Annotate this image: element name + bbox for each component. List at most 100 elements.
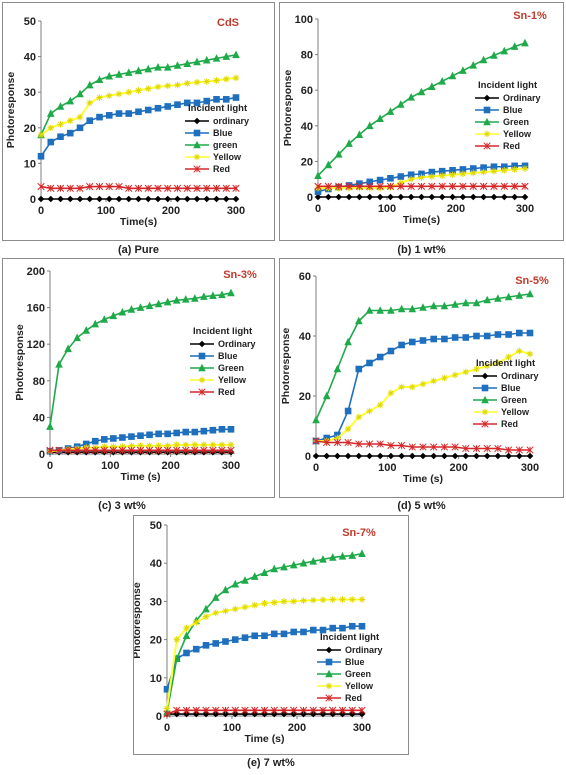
data-point [397, 173, 405, 180]
data-point [300, 597, 307, 604]
data-point [232, 50, 240, 59]
data-point [494, 444, 502, 453]
y-tick-label: 40 [301, 121, 313, 133]
series-green [314, 38, 529, 179]
data-point [105, 112, 113, 119]
data-point [366, 452, 373, 460]
data-point [200, 427, 208, 435]
data-point [232, 184, 240, 192]
data-point [193, 184, 201, 192]
data-point [358, 596, 366, 603]
data-point [164, 82, 172, 90]
legend-swatch-marker [483, 106, 491, 114]
legend-title: Incident light [478, 80, 538, 91]
data-point [358, 706, 366, 714]
data-point [526, 446, 534, 454]
data-point [358, 549, 366, 557]
data-point [232, 195, 240, 203]
legend-swatch-marker [483, 142, 491, 150]
data-point [137, 432, 144, 439]
data-point [110, 435, 117, 442]
data-point [314, 182, 322, 190]
legend-label: Red [501, 419, 518, 429]
legend-label: Blue [501, 383, 521, 393]
data-point [451, 371, 459, 379]
data-point [221, 706, 230, 714]
data-point [290, 706, 298, 714]
data-point [438, 172, 446, 179]
data-point [127, 305, 136, 313]
data-point [521, 193, 529, 201]
data-point [344, 438, 352, 447]
data-point [398, 383, 405, 391]
x-tick-label: 0 [38, 205, 44, 217]
data-point [118, 446, 127, 454]
data-point [85, 80, 94, 89]
data-point [213, 195, 220, 203]
data-point [125, 110, 133, 117]
x-tick-label: 200 [288, 722, 306, 734]
data-point [451, 334, 459, 341]
data-point [526, 452, 534, 460]
data-point [154, 446, 163, 454]
data-point [110, 443, 117, 450]
data-point [66, 129, 74, 137]
legend-swatch-marker [325, 646, 333, 654]
data-point [203, 97, 211, 105]
data-point [115, 195, 123, 203]
data-point [409, 338, 416, 346]
data-point [66, 195, 74, 203]
data-point [501, 193, 508, 201]
data-point [46, 109, 55, 117]
data-point [182, 446, 190, 454]
data-point [64, 344, 72, 353]
data-point [462, 298, 470, 307]
y-axis-title: Photoresponse [280, 328, 292, 405]
data-point [407, 93, 415, 101]
x-tick-label: 100 [223, 722, 241, 734]
data-point [397, 179, 405, 187]
legend-label: Red [213, 164, 230, 174]
y-tick-label: 40 [150, 558, 162, 570]
data-point [314, 171, 322, 179]
data-point [345, 182, 353, 190]
legend: Incident light ordinary Blue green Yellow Red [185, 103, 249, 174]
data-point [459, 170, 467, 178]
data-point [334, 452, 341, 460]
legend-title: Incident light [193, 326, 253, 337]
data-point [154, 195, 162, 203]
data-point [366, 182, 374, 190]
data-point [409, 452, 416, 460]
data-point [231, 710, 239, 718]
data-point [511, 193, 518, 201]
y-tick-label: 50 [24, 16, 36, 28]
data-point [86, 195, 94, 203]
data-point [164, 103, 172, 110]
legend: Incident light Ordinary Blue Green Yellow Red [475, 80, 541, 151]
data-point [417, 87, 426, 96]
data-point [202, 55, 211, 64]
legend-label: Yellow [345, 681, 374, 691]
data-point [309, 556, 318, 565]
data-point [511, 166, 518, 173]
data-point [146, 431, 153, 439]
legend-label: Ordinary [345, 645, 383, 655]
x-tick-label: 100 [378, 203, 396, 215]
data-point [227, 288, 235, 297]
data-point [438, 77, 446, 85]
legend-label: Blue [213, 128, 233, 138]
panel-tag: Sn-7% [342, 527, 376, 539]
data-point [218, 446, 226, 454]
data-point [251, 706, 259, 714]
data-point [397, 100, 405, 108]
data-point [164, 442, 171, 450]
data-point [47, 184, 55, 192]
data-point [182, 441, 190, 449]
data-point [222, 96, 230, 103]
data-point [376, 452, 384, 460]
data-point [209, 446, 217, 454]
caption-a: (a) Pure [118, 244, 159, 256]
data-point [56, 102, 65, 110]
data-point [66, 117, 74, 124]
data-point [119, 434, 126, 441]
